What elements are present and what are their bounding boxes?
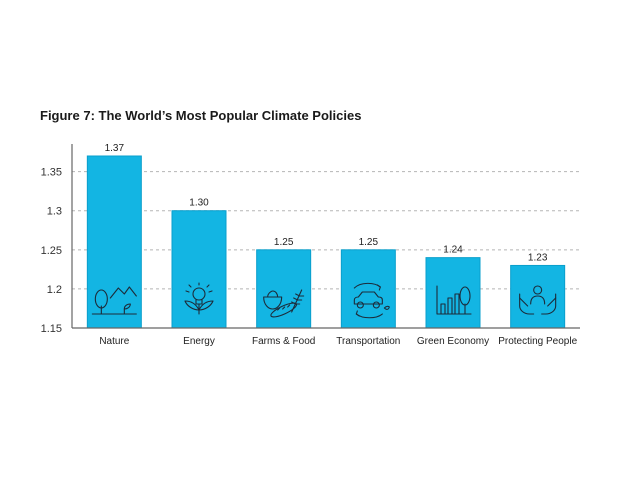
bar-2: [256, 249, 312, 329]
category-label: Farms & Food: [252, 336, 315, 347]
bar-chart-tree-icon: [436, 285, 472, 315]
y-tick-label: 1.35: [41, 167, 62, 179]
bar-value-label: 1.30: [189, 198, 209, 209]
y-tick-label: 1.3: [47, 206, 62, 218]
labels: 1.15 1.2 1.25 1.3 1.35 1.37 Nature 1.30 Energy 1.…: [41, 143, 578, 347]
bar-value-label: 1.25: [359, 237, 379, 248]
y-tick-label: 1.15: [41, 323, 62, 335]
y-tick-label: 1.25: [41, 245, 62, 257]
chart-title: Figure 7: The World’s Most Popular Clima…: [40, 108, 362, 123]
lightbulb-plant-icon: [184, 282, 214, 315]
category-label: Nature: [99, 336, 129, 347]
bowl-bread-wheat-icon: [263, 289, 305, 318]
bar-value-label: 1.24: [443, 245, 463, 256]
axes: [71, 144, 580, 329]
category-label: Energy: [183, 336, 215, 347]
bar-value-label: 1.37: [105, 143, 125, 154]
bar-3: [340, 249, 396, 329]
bars: [86, 155, 566, 329]
category-label: Green Economy: [417, 336, 489, 347]
bar-5: [510, 264, 566, 329]
y-tick-label: 1.2: [47, 284, 62, 296]
tree-mountain-icon: [91, 286, 137, 315]
gridlines: [72, 171, 580, 329]
bar-value-label: 1.23: [528, 252, 548, 263]
bar-4: [425, 257, 481, 329]
bar-0: [86, 155, 142, 329]
category-label: Transportation: [336, 336, 400, 347]
hands-person-icon: [519, 285, 557, 315]
car-recycle-icon: [353, 282, 390, 319]
bar-value-label: 1.25: [274, 237, 294, 248]
bar-icons: [91, 282, 557, 319]
category-label: Protecting People: [498, 336, 577, 347]
